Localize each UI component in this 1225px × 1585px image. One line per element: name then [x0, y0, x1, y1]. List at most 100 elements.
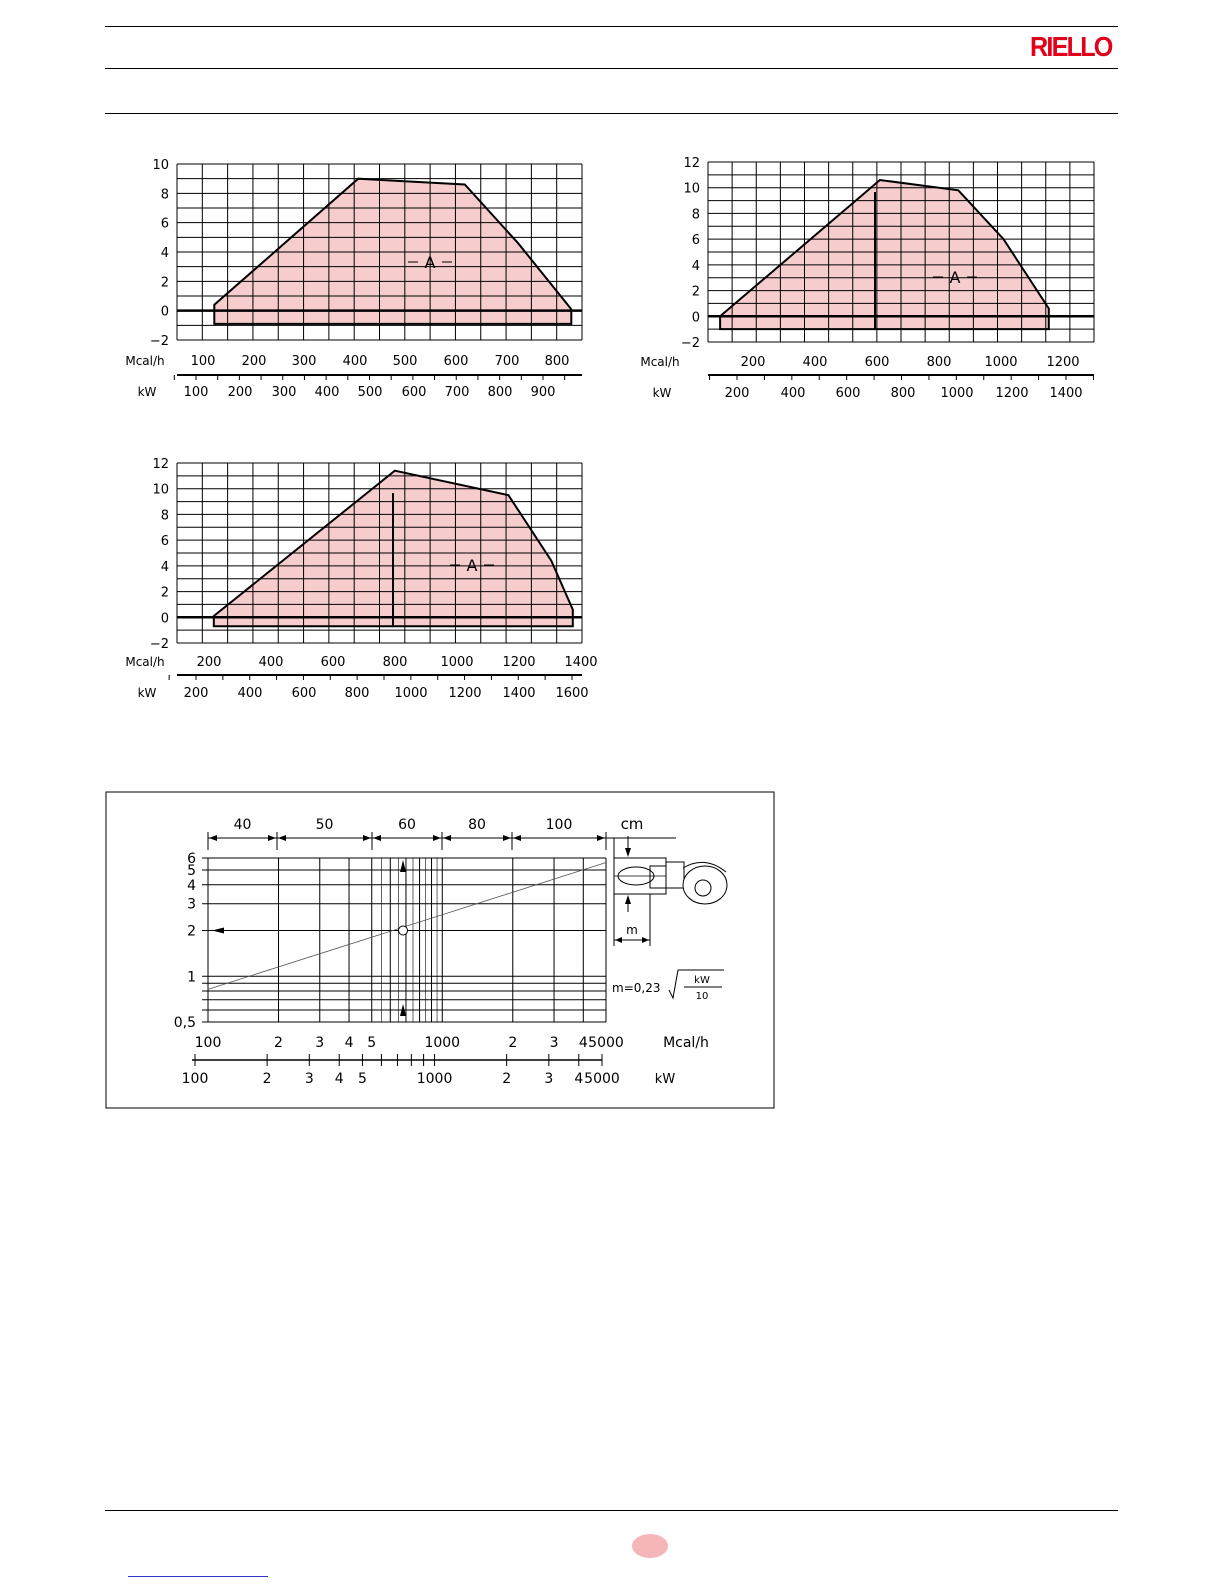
page-number-marker	[632, 1534, 668, 1558]
mcal-tick-label: 1200	[1046, 355, 1079, 370]
kw-axis-label: kW	[653, 386, 672, 400]
header-rule-middle	[105, 68, 1118, 69]
y-tick-label: 2	[161, 275, 169, 290]
kw-tick-label: 200	[228, 385, 253, 400]
y-tick-label: 0	[692, 310, 700, 325]
nomo-kw-tick-label: 2	[263, 1071, 272, 1087]
y-tick-label: 6	[692, 233, 700, 248]
range-arrow-right-icon	[433, 835, 441, 841]
area-label: A	[425, 253, 436, 272]
range-arrow-right-icon	[268, 835, 276, 841]
formula-denominator: 10	[696, 991, 709, 1002]
nomo-kw-tick-label: 4	[335, 1071, 344, 1087]
footer-rule	[105, 1510, 1118, 1511]
example-point-marker	[398, 925, 409, 936]
burner-tube	[665, 861, 685, 889]
range-arrow-right-icon	[503, 835, 511, 841]
mcal-tick-label: 800	[383, 655, 408, 670]
kw-tick-label: 600	[402, 385, 427, 400]
kw-tick-label: 700	[445, 385, 470, 400]
mcal-tick-label: 800	[927, 355, 952, 370]
riello-logo: RIELLO	[1030, 31, 1113, 62]
mcal-tick-label: 1000	[984, 355, 1017, 370]
range-arrow-left-icon	[443, 835, 451, 841]
nomo-kw-tick-label: 1000	[417, 1071, 453, 1087]
range-arrow-left-icon	[373, 835, 381, 841]
nomo-y-tick-label: 1	[187, 969, 196, 985]
y-tick-label: 10	[683, 182, 700, 197]
nomo-kw-tick-label: 3	[544, 1071, 553, 1087]
burner-fan-hub	[694, 879, 712, 897]
kw-tick-label: 200	[184, 686, 209, 701]
nomo-mcal-tick-label: 2	[508, 1035, 517, 1051]
formula-numerator: kW	[694, 975, 710, 986]
arrow-down-icon	[625, 848, 631, 857]
y-tick-label: 0	[161, 305, 169, 320]
kw-tick-label: 400	[238, 686, 263, 701]
kw-tick-label: 1600	[555, 686, 588, 701]
range-label: 40	[234, 817, 252, 833]
y-tick-label: −2	[150, 637, 169, 652]
mcal-tick-label: 200	[741, 355, 766, 370]
mcal-tick-label: 700	[495, 354, 520, 369]
nomo-kw-tick-label: 3	[305, 1071, 314, 1087]
kw-tick-label: 500	[358, 385, 383, 400]
flame-length-label: m	[626, 923, 638, 937]
kw-tick-label: 800	[891, 386, 916, 401]
nomogram-frame	[105, 791, 775, 1109]
footer-link-underline	[128, 1576, 268, 1577]
y-tick-label: 0	[161, 611, 169, 626]
flame-size-line	[207, 862, 607, 990]
mcal-tick-label: 600	[865, 355, 890, 370]
y-tick-label: 4	[692, 259, 700, 274]
operating-area-outline	[719, 178, 1050, 331]
kw-tick-label: 800	[345, 686, 370, 701]
mcal-tick-label: 400	[259, 655, 284, 670]
nomo-mcal-tick-label: 5	[367, 1035, 376, 1051]
operating-area-fill	[720, 180, 1049, 330]
mcal-tick-label: 1000	[440, 655, 473, 670]
formula-prefix: m=0,23	[612, 981, 660, 995]
nomo-kw-tick-label: 5000	[584, 1071, 620, 1087]
nomo-y-tick-label: 3	[187, 897, 196, 913]
y-tick-label: 8	[161, 187, 169, 202]
sqrt-sign	[668, 969, 724, 1000]
kw-tick-label: 400	[781, 386, 806, 401]
arrow-right-icon	[642, 937, 649, 943]
header-rule-bottom	[105, 113, 1118, 114]
arrow-left-icon	[212, 927, 224, 934]
range-arrow-left-icon	[513, 835, 521, 841]
nomo-mcal-tick-label: 5000	[588, 1035, 624, 1051]
nomo-kw-tick-label: 2	[502, 1071, 511, 1087]
y-tick-label: 6	[161, 534, 169, 549]
kw-axis-label: kW	[138, 686, 157, 700]
header-rule-top	[105, 26, 1118, 27]
y-tick-label: 12	[683, 156, 700, 171]
nomo-y-tick-label: 5	[187, 863, 196, 879]
burner-head	[649, 865, 667, 889]
y-tick-label: 12	[152, 457, 169, 472]
nomo-mcal-tick-label: 4	[579, 1035, 588, 1051]
arrow-up-icon	[625, 895, 631, 904]
mcal-axis-label: Mcal/h	[640, 355, 679, 369]
arrow-up-icon	[400, 860, 407, 872]
mcal-axis-label: Mcal/h	[125, 655, 164, 669]
y-tick-label: 8	[692, 207, 700, 222]
kw-tick-label: 400	[315, 385, 340, 400]
range-arrow-right-icon	[597, 835, 605, 841]
nomo-kw-axis-label: kW	[655, 1072, 676, 1087]
range-label: 100	[546, 817, 573, 833]
arrow-left-icon	[615, 937, 622, 943]
kw-tick-label: 1400	[1049, 386, 1082, 401]
mcal-axis-label: Mcal/h	[125, 354, 164, 368]
burner-fan-icon	[682, 865, 728, 905]
mcal-tick-label: 1200	[502, 655, 535, 670]
y-tick-label: 8	[161, 508, 169, 523]
nomo-mcal-tick-label: 3	[550, 1035, 559, 1051]
range-arrow-left-icon	[209, 835, 217, 841]
nomo-mcal-tick-label: 1000	[424, 1035, 460, 1051]
nomo-kw-tick-label: 5	[358, 1071, 367, 1087]
